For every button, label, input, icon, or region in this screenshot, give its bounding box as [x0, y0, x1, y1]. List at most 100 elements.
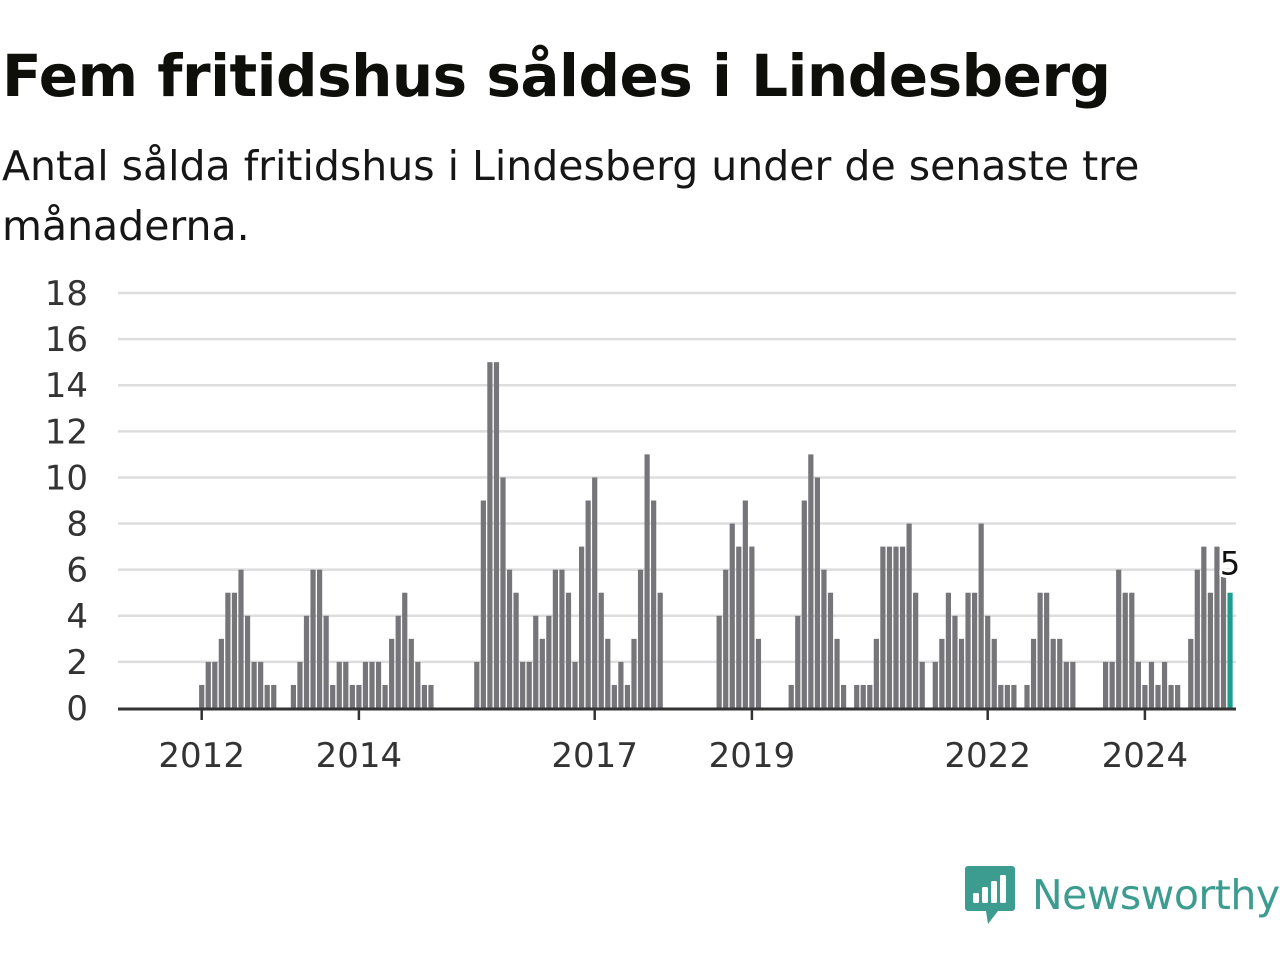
bar [1050, 638, 1056, 708]
bar [565, 592, 572, 708]
bar [369, 661, 375, 708]
bar [821, 569, 827, 708]
bar [716, 615, 722, 708]
bar [1220, 569, 1227, 708]
x-tick-label: 2022 [944, 736, 1031, 776]
bar [945, 592, 951, 708]
bar [474, 661, 480, 708]
bar [415, 661, 421, 708]
bar [605, 638, 611, 708]
bar [985, 615, 991, 708]
bar [520, 661, 526, 708]
bar [1004, 684, 1010, 708]
bar [533, 615, 539, 708]
y-tick-label: 6 [66, 551, 88, 591]
bar [749, 546, 755, 708]
bar [808, 454, 814, 708]
bar-chart: 0 2 4 6 8 10 12 14 16 18 2012 2014 2017 2019 2022 2024… [45, 274, 1243, 776]
chart-title: Fem fritidshus såldes i Lindesberg [2, 42, 1111, 110]
bar [939, 638, 945, 708]
bar [1122, 592, 1128, 708]
bar [317, 569, 323, 708]
data-labels: 5 [1217, 542, 1243, 586]
bar [919, 661, 925, 708]
bar [1044, 592, 1050, 708]
newsworthy-brand: Newsworthy [964, 864, 1280, 926]
bar [651, 500, 657, 708]
bar [572, 661, 578, 708]
bar [264, 684, 270, 708]
bar [546, 615, 552, 708]
y-tick-label: 8 [66, 505, 88, 545]
bar [428, 684, 434, 708]
x-axis-ticks: 2012 2014 2017 2019 2022 2024 [158, 710, 1188, 776]
bar [742, 500, 748, 708]
bar [886, 546, 893, 708]
bar [251, 661, 257, 708]
brand-name: Newsworthy [1032, 871, 1280, 919]
bar [1201, 546, 1207, 708]
bar [1188, 638, 1194, 708]
bar [657, 592, 663, 708]
bar [932, 661, 938, 708]
bar [1175, 684, 1181, 708]
bar [552, 569, 558, 708]
bar [1063, 661, 1069, 708]
grid-lines [118, 291, 1236, 664]
bar [893, 546, 899, 708]
bar [860, 684, 866, 708]
bar [336, 661, 342, 708]
bar [978, 523, 984, 708]
x-tick-label: 2024 [1102, 736, 1189, 776]
bar [225, 592, 231, 708]
bar [526, 661, 532, 708]
bar [231, 592, 238, 708]
bar [1037, 592, 1043, 708]
bar [513, 592, 519, 708]
bar [343, 661, 349, 708]
bar [1148, 661, 1155, 708]
bar [952, 615, 958, 708]
bar [238, 569, 244, 708]
bar [899, 546, 906, 708]
bar [958, 638, 965, 708]
bar [611, 684, 617, 708]
bar [323, 615, 329, 708]
bar [395, 615, 401, 708]
bar [788, 684, 794, 708]
y-tick-label: 16 [45, 320, 88, 360]
y-tick-label: 4 [66, 597, 88, 637]
bar [1155, 684, 1161, 708]
x-tick-label: 2012 [158, 736, 245, 776]
bar [880, 546, 886, 708]
bar [841, 684, 847, 708]
bar [1024, 684, 1030, 708]
bar [330, 684, 336, 708]
bar [1070, 661, 1076, 708]
bar [1011, 684, 1017, 708]
bar [1194, 569, 1200, 708]
bar [1168, 684, 1174, 708]
bar [362, 661, 369, 708]
bar [480, 500, 486, 708]
bar [297, 661, 303, 708]
bar [310, 569, 316, 708]
bar [1135, 661, 1141, 708]
bar [755, 638, 762, 708]
bar [637, 569, 644, 708]
bar [487, 362, 493, 708]
bar [218, 638, 224, 708]
bar [199, 684, 205, 708]
bar [349, 684, 355, 708]
bar [382, 684, 388, 708]
latest-value-label: 5 [1220, 545, 1240, 583]
bars [199, 362, 1233, 708]
bar-latest [1227, 592, 1233, 708]
bar [1109, 661, 1115, 708]
bar [421, 684, 427, 708]
bar [212, 661, 218, 708]
bar [795, 615, 801, 708]
bar [408, 638, 414, 708]
bar [506, 569, 513, 708]
bar [867, 684, 873, 708]
